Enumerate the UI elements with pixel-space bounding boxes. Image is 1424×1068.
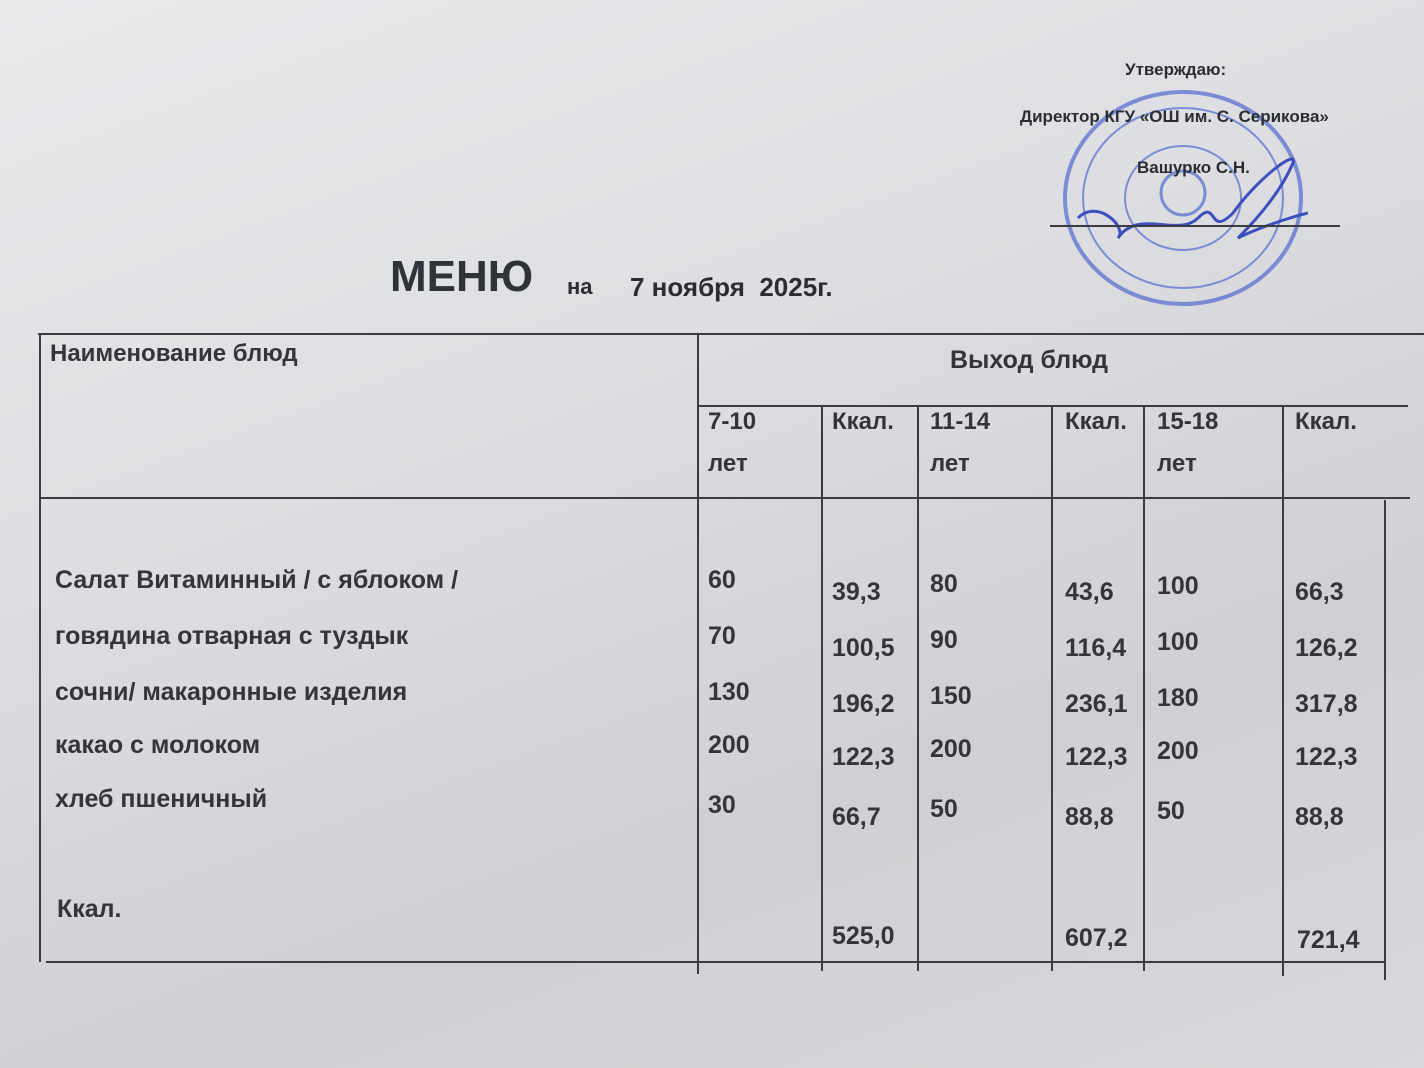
column-header: Ккал. bbox=[1065, 408, 1127, 435]
cell-value: 200 bbox=[708, 731, 750, 759]
signature bbox=[1076, 157, 1308, 240]
cell-value: 200 bbox=[930, 735, 972, 763]
cell-value: 50 bbox=[930, 795, 958, 823]
cell-value: 88,8 bbox=[1295, 803, 1344, 831]
cell-value: 70 bbox=[708, 622, 736, 650]
cell-value: 90 bbox=[930, 626, 958, 654]
director-name: Вашурко С.Н. bbox=[1137, 158, 1250, 177]
column-header: Ккал. bbox=[1295, 408, 1357, 435]
cell-value: 180 bbox=[1157, 684, 1199, 712]
column-header: Ккал. bbox=[832, 408, 894, 435]
cell-value: 100 bbox=[1157, 628, 1199, 656]
cell-value: 100,5 bbox=[832, 634, 895, 662]
header-output: Выход блюд bbox=[950, 346, 1109, 374]
dish-name: Салат Витаминный / с яблоком / bbox=[55, 566, 459, 594]
cell-value: 66,7 bbox=[832, 803, 881, 831]
cell-value: 60 bbox=[708, 566, 736, 594]
cell-value: 100 bbox=[1157, 572, 1199, 600]
title-on: на bbox=[567, 274, 593, 299]
director-title: Директор КГУ «ОШ им. С. Серикова» bbox=[1020, 107, 1329, 126]
header-dish-name: Наименование блюд bbox=[50, 340, 298, 367]
total-kcal: 525,0 bbox=[832, 922, 895, 950]
cell-value: 317,8 bbox=[1295, 690, 1358, 718]
cell-value: 126,2 bbox=[1295, 634, 1358, 662]
cell-value: 200 bbox=[1157, 737, 1199, 765]
total-kcal: 607,2 bbox=[1065, 924, 1128, 952]
column-header: 7-10 bbox=[708, 408, 757, 435]
signature-line bbox=[1050, 225, 1340, 227]
cell-value: 30 bbox=[708, 791, 736, 819]
cell-value: 80 bbox=[930, 570, 958, 598]
cell-value: 122,3 bbox=[1065, 743, 1128, 771]
cell-value: 43,6 bbox=[1065, 578, 1114, 606]
page-title: МЕНЮ bbox=[390, 252, 534, 301]
column-header: 11-14 bbox=[930, 408, 991, 435]
total-label: Ккал. bbox=[57, 895, 122, 923]
column-header: лет bbox=[930, 450, 970, 477]
cell-value: 150 bbox=[930, 682, 972, 710]
dish-name: хлеб пшеничный bbox=[55, 785, 268, 813]
cell-value: 116,4 bbox=[1065, 634, 1127, 662]
cell-value: 50 bbox=[1157, 797, 1185, 825]
total-kcal: 721,4 bbox=[1297, 926, 1360, 954]
dish-name: говядина отварная с туздык bbox=[55, 622, 409, 650]
column-header: лет bbox=[1157, 450, 1197, 477]
dish-name: сочни/ макаронные изделия bbox=[55, 678, 408, 706]
cell-value: 66,3 bbox=[1295, 578, 1344, 606]
dish-name: какао с молоком bbox=[55, 731, 261, 759]
title-date: 7 ноября 2025г. bbox=[630, 272, 833, 302]
cell-value: 130 bbox=[708, 678, 750, 706]
cell-value: 122,3 bbox=[1295, 743, 1358, 771]
cell-value: 122,3 bbox=[832, 743, 895, 771]
approve-label: Утверждаю: bbox=[1125, 60, 1227, 79]
column-header: 15-18 bbox=[1157, 408, 1219, 435]
cell-value: 88,8 bbox=[1065, 803, 1114, 831]
cell-value: 39,3 bbox=[832, 578, 881, 606]
cell-value: 236,1 bbox=[1065, 690, 1128, 718]
column-header: лет bbox=[708, 450, 748, 477]
official-stamp bbox=[1063, 90, 1308, 306]
cell-value: 196,2 bbox=[832, 690, 895, 718]
